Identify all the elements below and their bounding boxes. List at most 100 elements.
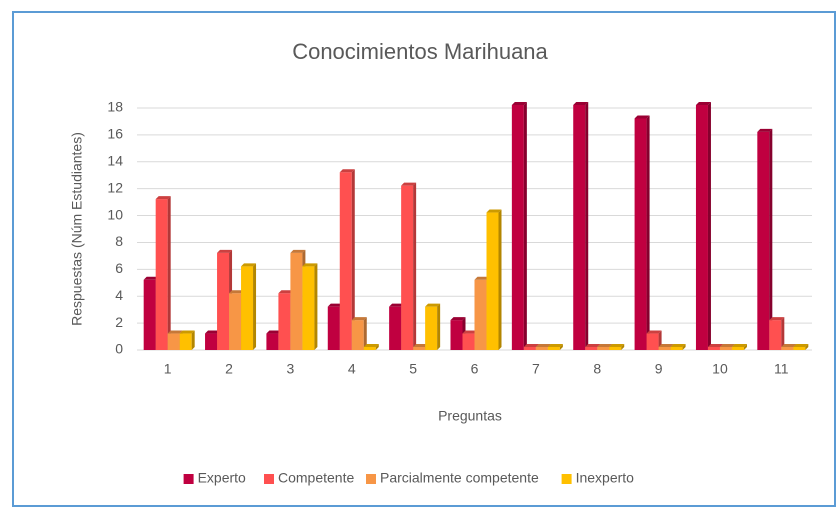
bar [229,293,242,350]
y-tick-label: 2 [115,314,123,330]
x-tick-label: 8 [593,361,601,377]
bar [327,306,340,350]
y-tick-label: 14 [107,152,123,168]
bar [351,320,364,350]
bar-top [719,344,735,347]
bar-side [523,102,527,350]
bar-top [143,276,159,280]
bar [523,347,536,350]
y-tick-label: 4 [115,287,123,303]
bar [302,266,315,350]
bar-side [498,209,502,350]
bar-top [155,196,171,200]
bar [205,333,218,350]
bar [585,347,598,350]
x-tick-label: 9 [655,361,663,377]
bar-top [781,344,797,347]
bar [278,293,291,350]
bar [547,347,560,350]
bar [401,185,414,350]
bar-top [511,102,527,105]
bar-top [425,303,441,307]
bar-top [597,344,613,347]
bar-top [474,276,490,280]
bar [474,279,487,350]
bar-top [547,344,563,347]
x-tick-label: 2 [225,361,233,377]
bar-top [695,102,711,105]
bar-side [413,182,417,350]
bar-side [805,344,809,350]
bar [707,347,720,350]
bar-top [363,344,379,347]
bar-side [743,344,747,350]
x-tick-label: 3 [287,361,295,377]
chart-frame [12,11,836,507]
legend-label: Inexperto [576,470,635,486]
bar [511,105,524,350]
legend-swatch [366,474,376,484]
x-tick-label: 6 [471,361,479,377]
bar-top [266,330,282,334]
bar-top [339,169,355,173]
bar [389,306,402,350]
y-tick-label: 8 [115,233,123,249]
bar-side [621,344,625,350]
legend-swatch [183,474,194,484]
bar-top [573,102,589,105]
bar [535,347,548,350]
bar [143,279,156,350]
bar-side [191,330,195,350]
chart-title: Conocimientos Marihuana [292,39,548,64]
bar [290,252,303,350]
bar [413,347,426,350]
y-tick-label: 18 [107,99,123,115]
bar-side [769,128,773,350]
bar-top [278,290,294,294]
bar-side [314,263,318,350]
bar [695,105,708,350]
bar-top [351,317,367,321]
bar [167,333,180,350]
bar-top [217,249,233,253]
x-tick-label: 7 [532,361,540,377]
bar-top [535,344,551,347]
bar [241,266,254,350]
x-tick-label: 10 [712,361,728,377]
bar-top [707,344,723,347]
bar-top [658,344,674,347]
bar-top [205,330,221,334]
y-tick-label: 16 [107,126,123,142]
bar [646,333,659,350]
bar-side [781,317,785,350]
bar-side [646,115,650,350]
bar [597,347,610,350]
bar-top [241,263,257,267]
bar-top [327,303,343,307]
bar [781,347,794,350]
bar [339,172,352,350]
y-axis-title: Respuestas (Núm Estudiantes) [69,132,85,326]
bar-side [682,344,686,350]
y-tick-label: 0 [115,341,123,357]
bar [670,347,683,350]
bar [731,347,744,350]
bar-side [559,344,563,350]
bar-top [229,290,245,294]
bar [609,347,622,350]
bar [573,105,586,350]
x-tick-label: 11 [774,361,789,377]
bar [719,347,732,350]
bar-top [413,344,429,347]
bar-top [450,317,466,321]
bar-top [585,344,601,347]
bar-side [253,263,257,350]
y-tick-label: 10 [107,206,123,222]
legend-label: Experto [198,470,246,486]
bar [658,347,671,350]
bar [155,199,168,350]
bar-side [375,344,379,350]
x-tick-label: 4 [348,361,356,377]
